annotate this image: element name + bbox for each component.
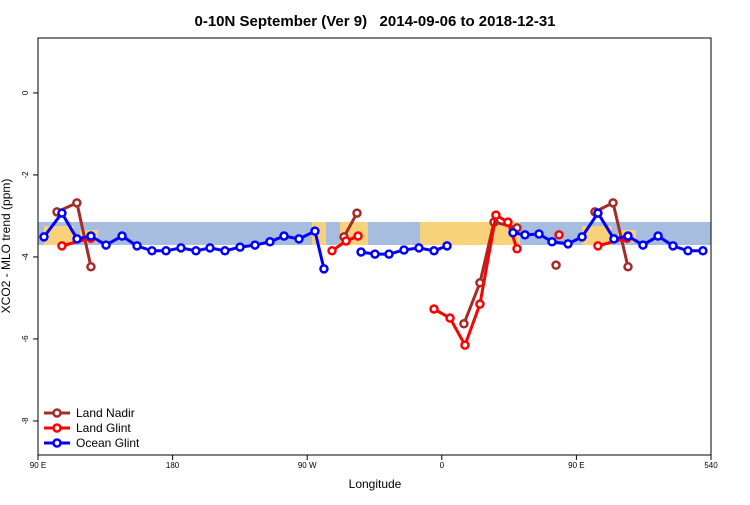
plot-frame bbox=[37, 37, 712, 456]
data-point bbox=[132, 241, 142, 251]
data-point bbox=[161, 246, 171, 256]
data-point bbox=[353, 231, 363, 241]
data-point bbox=[459, 319, 469, 329]
data-point bbox=[327, 246, 337, 256]
data-point bbox=[563, 239, 573, 249]
y-tick-label: -4 bbox=[21, 253, 30, 261]
data-point bbox=[534, 229, 544, 239]
series-line bbox=[56, 200, 630, 325]
data-point bbox=[475, 299, 485, 309]
data-point bbox=[250, 240, 260, 250]
data-point bbox=[623, 231, 633, 241]
data-point bbox=[491, 210, 501, 220]
data-point bbox=[86, 231, 96, 241]
data-point bbox=[356, 247, 366, 257]
x-tick-label: 90 E bbox=[568, 461, 584, 470]
legend-marker bbox=[52, 408, 62, 418]
data-point bbox=[39, 232, 49, 242]
data-point bbox=[512, 244, 522, 254]
data-point bbox=[235, 242, 245, 252]
data-point bbox=[220, 246, 230, 256]
data-point bbox=[460, 340, 470, 350]
data-point bbox=[370, 249, 380, 259]
data-point bbox=[57, 241, 67, 251]
data-point bbox=[399, 245, 409, 255]
data-point bbox=[117, 231, 127, 241]
data-point bbox=[265, 237, 275, 247]
data-point bbox=[191, 246, 201, 256]
x-tick-label: 540 bbox=[704, 461, 718, 470]
x-tick-label: 0 bbox=[440, 461, 445, 470]
data-point bbox=[593, 208, 603, 218]
y-axis-label: XCO2 - MLO trend (ppm) bbox=[0, 179, 13, 314]
legend-label: Land Glint bbox=[76, 421, 131, 435]
data-point bbox=[414, 243, 424, 253]
data-point bbox=[551, 260, 561, 270]
data-point bbox=[341, 236, 351, 246]
legend-label: Ocean Glint bbox=[76, 436, 140, 450]
data-point bbox=[205, 243, 215, 253]
data-point bbox=[279, 231, 289, 241]
data-point bbox=[554, 230, 564, 240]
y-tick-label: -2 bbox=[21, 171, 30, 179]
data-point bbox=[608, 198, 618, 208]
data-point bbox=[101, 240, 111, 250]
y-tick-label: -6 bbox=[21, 335, 30, 343]
legend-marker bbox=[52, 423, 62, 433]
legend-marker bbox=[52, 438, 62, 448]
data-point bbox=[57, 208, 67, 218]
data-point bbox=[503, 217, 513, 227]
data-point bbox=[593, 241, 603, 251]
data-point bbox=[352, 208, 362, 218]
y-tick-label: -8 bbox=[21, 417, 30, 425]
data-point bbox=[147, 246, 157, 256]
legend-label: Land Nadir bbox=[76, 406, 135, 420]
data-point bbox=[577, 232, 587, 242]
data-point bbox=[429, 304, 439, 314]
data-point bbox=[176, 243, 186, 253]
data-point bbox=[609, 234, 619, 244]
x-tick-label: 90 W bbox=[298, 461, 317, 470]
data-point bbox=[429, 246, 439, 256]
data-point bbox=[683, 246, 693, 256]
data-point bbox=[520, 230, 530, 240]
data-point bbox=[442, 241, 452, 251]
data-point bbox=[623, 262, 633, 272]
data-point bbox=[319, 264, 329, 274]
data-point bbox=[508, 228, 518, 238]
data-point bbox=[72, 198, 82, 208]
x-tick-label: 90 E bbox=[30, 461, 46, 470]
data-point bbox=[310, 226, 320, 236]
data-point bbox=[638, 240, 648, 250]
data-point bbox=[445, 313, 455, 323]
data-point bbox=[384, 249, 394, 259]
chart-title: 0-10N September (Ver 9) 2014-09-06 to 20… bbox=[194, 13, 555, 30]
data-point bbox=[86, 262, 96, 272]
x-axis-label: Longitude bbox=[349, 477, 402, 491]
data-point bbox=[72, 234, 82, 244]
data-point bbox=[668, 241, 678, 251]
data-point bbox=[294, 234, 304, 244]
data-point bbox=[653, 231, 663, 241]
y-tick-label: 0 bbox=[21, 90, 30, 95]
data-point bbox=[547, 237, 557, 247]
x-tick-label: 180 bbox=[166, 461, 180, 470]
data-point bbox=[698, 246, 708, 256]
